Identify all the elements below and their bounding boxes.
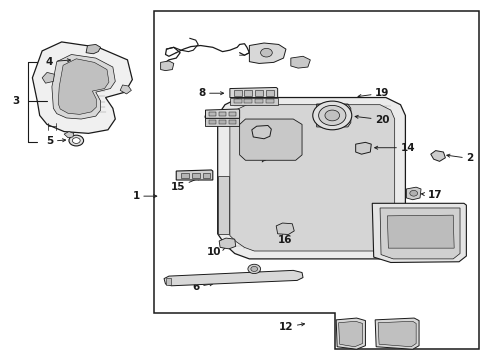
Polygon shape — [205, 118, 238, 126]
Polygon shape — [163, 270, 303, 286]
Polygon shape — [176, 170, 212, 180]
Polygon shape — [58, 59, 109, 114]
Polygon shape — [239, 119, 302, 160]
Bar — [233, 99, 241, 103]
Bar — [244, 90, 252, 96]
Text: 8: 8 — [198, 88, 223, 98]
Polygon shape — [52, 54, 115, 119]
Bar — [209, 120, 216, 125]
Bar — [255, 99, 263, 103]
Circle shape — [312, 101, 351, 130]
Text: 2: 2 — [446, 153, 473, 163]
Polygon shape — [64, 132, 74, 138]
Bar — [165, 278, 171, 285]
Polygon shape — [251, 126, 271, 139]
Bar — [202, 173, 210, 178]
Polygon shape — [205, 109, 239, 118]
Polygon shape — [379, 208, 459, 259]
Circle shape — [247, 264, 260, 274]
Text: 15: 15 — [170, 177, 201, 192]
Text: 17: 17 — [421, 190, 441, 200]
Bar — [191, 173, 199, 178]
Bar — [219, 112, 225, 116]
Circle shape — [260, 48, 272, 57]
Text: 18: 18 — [261, 149, 276, 162]
Bar — [265, 99, 273, 103]
Text: 20: 20 — [354, 115, 389, 125]
Polygon shape — [229, 98, 277, 105]
Circle shape — [250, 266, 257, 271]
Circle shape — [318, 105, 345, 126]
Polygon shape — [377, 321, 415, 347]
Polygon shape — [290, 56, 310, 68]
Text: 6: 6 — [192, 282, 212, 292]
Polygon shape — [160, 61, 173, 71]
Polygon shape — [371, 203, 466, 262]
Text: 14: 14 — [374, 143, 414, 153]
Polygon shape — [42, 72, 54, 83]
Polygon shape — [219, 238, 235, 249]
Text: 7: 7 — [257, 272, 270, 283]
Text: 1: 1 — [132, 191, 157, 201]
Bar — [255, 90, 263, 96]
Polygon shape — [386, 215, 453, 248]
Text: 12: 12 — [278, 322, 304, 332]
Bar — [181, 173, 188, 178]
Bar — [233, 90, 241, 96]
Bar — [228, 120, 235, 125]
Text: 5: 5 — [46, 136, 65, 146]
Polygon shape — [249, 43, 285, 63]
Bar — [219, 120, 225, 125]
Polygon shape — [338, 321, 362, 347]
Circle shape — [69, 135, 83, 146]
Polygon shape — [229, 87, 277, 98]
Bar — [265, 90, 273, 96]
Polygon shape — [120, 85, 131, 94]
Polygon shape — [229, 105, 394, 251]
Bar — [209, 112, 216, 116]
Text: 16: 16 — [277, 231, 292, 245]
Text: 11: 11 — [418, 225, 443, 234]
Polygon shape — [217, 98, 405, 259]
Text: 13: 13 — [385, 322, 400, 332]
Bar — [228, 112, 235, 116]
Polygon shape — [355, 142, 370, 154]
Polygon shape — [276, 223, 294, 234]
Text: 10: 10 — [206, 247, 225, 257]
Polygon shape — [86, 44, 101, 54]
Circle shape — [72, 138, 80, 143]
Polygon shape — [217, 176, 228, 234]
Text: 19: 19 — [357, 88, 389, 98]
Circle shape — [325, 110, 339, 121]
Text: 9: 9 — [203, 114, 210, 124]
Circle shape — [409, 190, 417, 196]
Polygon shape — [374, 318, 418, 349]
Text: 4: 4 — [46, 57, 70, 67]
Polygon shape — [406, 187, 420, 200]
Text: 3: 3 — [12, 96, 19, 106]
Polygon shape — [32, 42, 132, 134]
Bar — [244, 99, 252, 103]
Polygon shape — [430, 150, 445, 161]
Polygon shape — [335, 318, 365, 349]
